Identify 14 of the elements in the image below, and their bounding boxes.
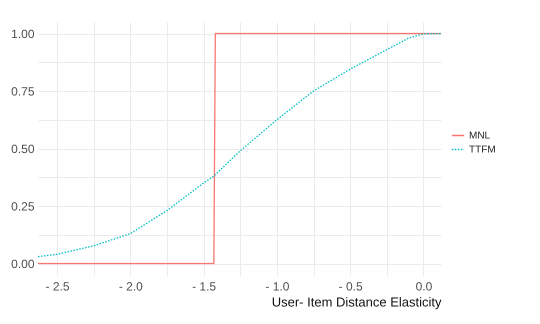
x-tick-label: - 1.0 <box>265 280 290 294</box>
x-tick-label: - 1.5 <box>192 280 216 294</box>
y-tick-label: 1.00 <box>11 27 35 41</box>
legend-label: MNL <box>469 130 491 142</box>
legend-label: TTFM <box>469 144 496 156</box>
x-tick-label: - 0.5 <box>338 280 363 294</box>
x-tick-label: - 2.5 <box>46 280 70 294</box>
x-axis-title: User- Item Distance Elasticity <box>272 294 442 310</box>
y-tick-label: 0.00 <box>11 257 35 271</box>
y-tick-label: 0.50 <box>11 142 35 156</box>
x-tick-label: 0.0 <box>416 280 433 294</box>
y-tick-label: 0.25 <box>11 200 35 214</box>
x-tick-label: - 2.0 <box>118 280 144 294</box>
y-tick-label: 0.75 <box>11 84 35 98</box>
